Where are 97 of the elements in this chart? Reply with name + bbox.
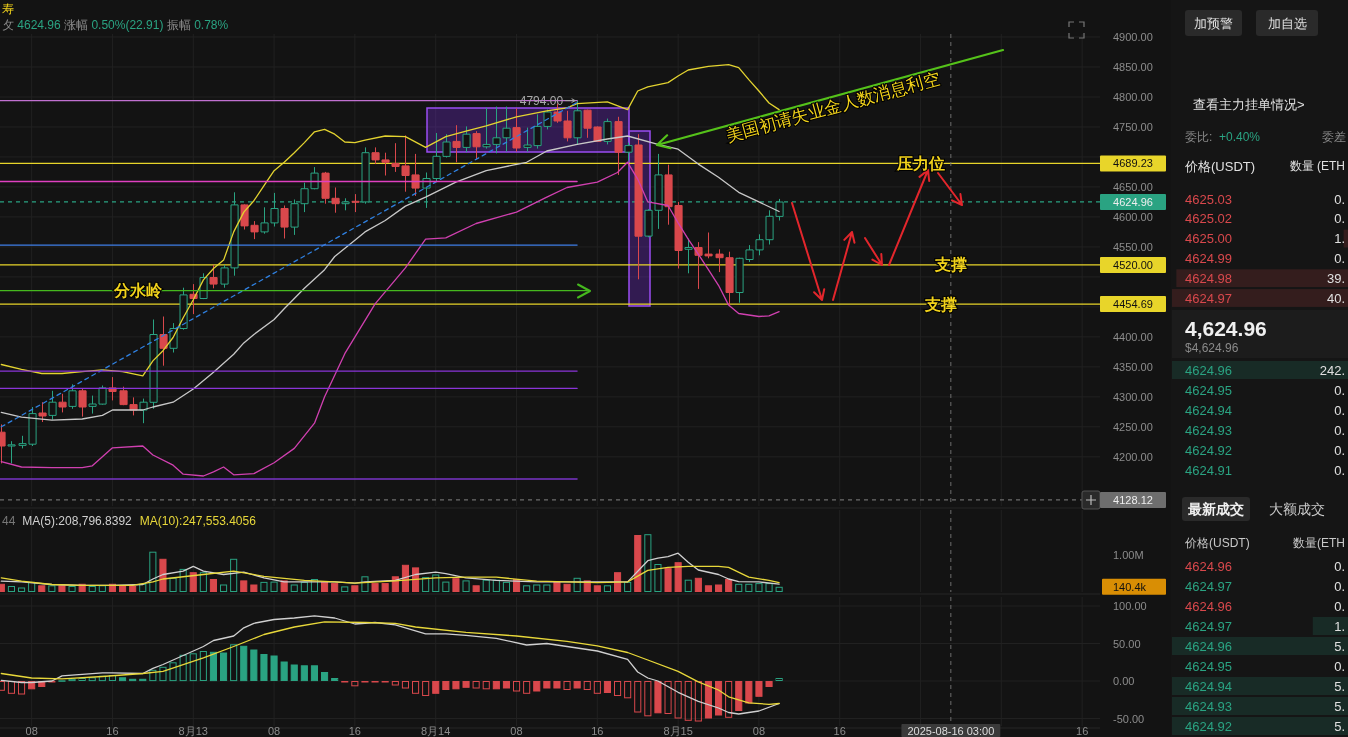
y-tick-label: 4200.00 bbox=[1113, 450, 1153, 463]
text: $4,624.96 bbox=[1185, 341, 1239, 355]
data-label: 0. bbox=[1334, 422, 1345, 438]
y-tick-label: 50.00 bbox=[1113, 637, 1141, 650]
y-tick-label: 140.4k bbox=[1113, 580, 1147, 593]
x-tick-label: 08 bbox=[267, 725, 281, 737]
y-tick-label: 100.00 bbox=[1113, 600, 1147, 612]
y-tick-label: 4624.92 bbox=[1185, 718, 1232, 734]
y-tick-label: 4624.96 bbox=[1185, 362, 1232, 378]
y-tick-label: 4624.98 bbox=[1185, 270, 1232, 286]
y-tick-label: 4350.00 bbox=[1113, 360, 1153, 373]
text: 委差 bbox=[1322, 130, 1346, 144]
text: +0.40% bbox=[1219, 130, 1261, 144]
x-tick-label: 08 bbox=[752, 725, 766, 737]
data-label: 1. bbox=[1334, 618, 1345, 634]
text: 大额成交 bbox=[1269, 501, 1325, 517]
y-tick-label: 4624.93 bbox=[1185, 698, 1232, 714]
data-label: 242. bbox=[1319, 362, 1345, 378]
annotation: 44 bbox=[2, 514, 16, 528]
data-label: 0. bbox=[1334, 442, 1345, 458]
y-tick-label: 4800.00 bbox=[1113, 90, 1153, 103]
text: 加预警 bbox=[1193, 15, 1233, 31]
y-tick-label: 4624.95 bbox=[1185, 382, 1232, 398]
ref-line-label: 4454.69 bbox=[1113, 298, 1153, 311]
ref-line-label: 4520.00 bbox=[1113, 258, 1153, 271]
data-label: 0. bbox=[1334, 382, 1345, 398]
y-tick-label: 4624.95 bbox=[1185, 658, 1232, 674]
y-tick-label: 1.00M bbox=[1113, 548, 1144, 561]
y-tick-label: 4850.00 bbox=[1113, 60, 1153, 73]
text: 数量 (ETH bbox=[1289, 159, 1345, 173]
x-tick-label: 8月14 bbox=[421, 725, 451, 737]
y-tick-label: 4625.00 bbox=[1185, 231, 1232, 247]
text: 数量(ETH bbox=[1293, 536, 1345, 550]
y-tick-label: 0.00 bbox=[1113, 675, 1135, 687]
x-tick-label: 8月13 bbox=[178, 725, 208, 737]
y-tick-label: 4624.97 bbox=[1185, 618, 1232, 634]
x-tick-label: 08 bbox=[510, 725, 523, 737]
text: 4,624.96 bbox=[1185, 316, 1267, 340]
x-tick-label: 16 bbox=[591, 725, 604, 737]
y-tick-label: 4600.00 bbox=[1113, 210, 1153, 223]
x-tick-label: 16 bbox=[833, 725, 846, 737]
ref-line-label: 2025-08-16 03:00 bbox=[907, 725, 995, 737]
data-label: 40. bbox=[1326, 290, 1345, 306]
text: 寿 bbox=[2, 2, 14, 16]
y-tick-label: 4624.97 bbox=[1185, 290, 1232, 306]
x-tick-label: 8月15 bbox=[663, 725, 693, 737]
x-tick-label: 16 bbox=[348, 725, 362, 737]
y-tick-label: 4625.03 bbox=[1185, 191, 1232, 207]
x-tick-label: 08 bbox=[25, 725, 38, 737]
text: 最新成交 bbox=[1187, 501, 1244, 517]
text: 委比: bbox=[1185, 130, 1213, 144]
data-label: 0. bbox=[1334, 558, 1345, 574]
y-tick-label: 4624.99 bbox=[1185, 250, 1232, 266]
y-tick-label: 4400.00 bbox=[1113, 330, 1153, 343]
data-label: 0. bbox=[1334, 211, 1345, 227]
text: MA(10):247,553.4056 bbox=[139, 514, 257, 528]
y-tick-label: 4624.96 bbox=[1185, 558, 1232, 574]
ref-line-label: 4128.12 bbox=[1113, 493, 1153, 506]
data-label: 5. bbox=[1334, 678, 1345, 694]
chart-subtitle: 攵 4624.96 涨幅 0.50%(22.91) 振幅 0.78% bbox=[2, 18, 229, 32]
y-tick-label: 4550.00 bbox=[1113, 240, 1153, 253]
y-tick-label: 4624.96 bbox=[1185, 598, 1232, 614]
data-label: 5. bbox=[1334, 718, 1345, 734]
text: 价格(USDT) bbox=[1184, 158, 1256, 174]
ref-line-label: 4689.23 bbox=[1113, 157, 1153, 170]
data-label: 5. bbox=[1334, 638, 1345, 654]
data-label: 0. bbox=[1334, 250, 1345, 266]
text: 查看主力挂单情况> bbox=[1193, 96, 1305, 112]
y-tick-label: 4624.94 bbox=[1185, 678, 1232, 694]
data-label: 0. bbox=[1334, 598, 1345, 614]
x-tick-label: 16 bbox=[1076, 725, 1089, 737]
y-tick-label: 4300.00 bbox=[1113, 390, 1153, 403]
data-label: 0. bbox=[1334, 462, 1345, 478]
y-tick-label: 4624.96 bbox=[1185, 638, 1232, 654]
text: 价格(USDT) bbox=[1184, 536, 1250, 550]
x-tick-label: 16 bbox=[106, 725, 119, 737]
y-tick-label: 4624.91 bbox=[1185, 462, 1232, 478]
y-tick-label: -50.00 bbox=[1113, 712, 1145, 725]
data-label: 1. bbox=[1334, 231, 1345, 247]
data-label: 0. bbox=[1334, 658, 1345, 674]
data-label: 0. bbox=[1334, 402, 1345, 418]
y-tick-label: 4650.00 bbox=[1113, 180, 1153, 193]
data-label: 0. bbox=[1334, 191, 1345, 207]
y-tick-label: 4250.00 bbox=[1113, 420, 1153, 433]
text: MA(5):208,796.8392 bbox=[22, 514, 133, 528]
y-tick-label: 4624.94 bbox=[1185, 402, 1232, 418]
y-tick-label: 4750.00 bbox=[1113, 120, 1153, 133]
y-tick-label: 4624.93 bbox=[1185, 422, 1232, 438]
y-tick-label: 4900.00 bbox=[1113, 31, 1153, 43]
y-tick-label: 4625.02 bbox=[1185, 211, 1232, 227]
data-label: 39. bbox=[1326, 270, 1345, 286]
data-label: 5. bbox=[1334, 698, 1345, 714]
text: 加自选 bbox=[1267, 15, 1307, 31]
annotation: 美国初请失业金人数消息利空 bbox=[723, 68, 943, 146]
y-tick-label: 4624.92 bbox=[1185, 442, 1232, 458]
y-tick-label: 4624.97 bbox=[1185, 578, 1232, 594]
data-label: 0. bbox=[1334, 578, 1345, 594]
